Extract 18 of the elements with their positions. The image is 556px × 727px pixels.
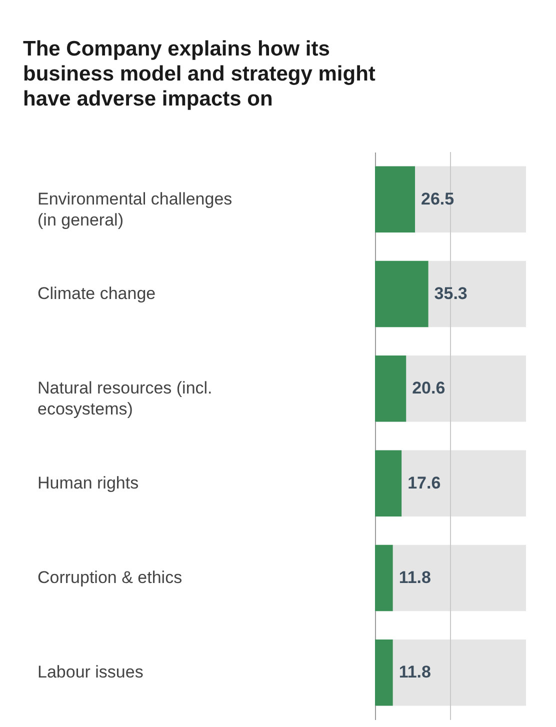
data-label: 26.5	[421, 189, 454, 208]
y-tick-label: Climate change	[38, 284, 156, 303]
y-tick-label: Labour issues	[38, 662, 144, 682]
data-label: 20.6	[412, 378, 446, 398]
data-label: 11.8	[398, 662, 431, 682]
y-tick-label: Natural resources (incl. ecosystems)	[38, 378, 212, 419]
bar	[375, 166, 416, 232]
y-tick-label: Corruption & ethics	[38, 568, 182, 587]
data-label: 17.6	[408, 473, 441, 492]
data-label: 35.3	[434, 284, 468, 303]
y-tick-label: Human rights	[38, 473, 139, 492]
bar	[375, 356, 406, 422]
text: The Company explains how its business model and strategy might have adverse impacts on	[23, 38, 376, 110]
bar	[375, 450, 402, 516]
data-label: 11.8	[398, 568, 431, 587]
bar	[375, 544, 393, 612]
bar	[375, 640, 393, 706]
y-tick-label: Environmental challenges (in general)	[38, 189, 232, 230]
